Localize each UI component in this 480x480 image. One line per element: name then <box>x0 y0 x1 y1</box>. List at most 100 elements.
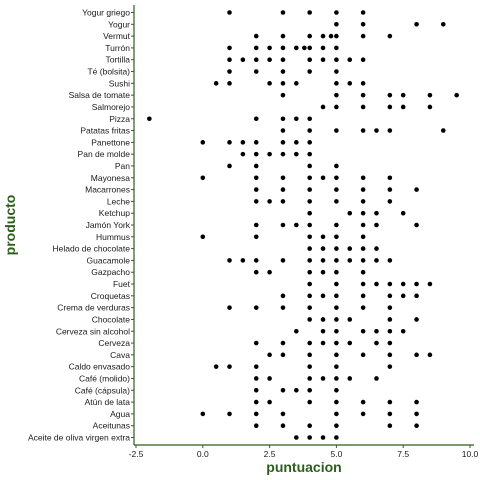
data-point <box>374 328 379 334</box>
category-label: Turrón <box>105 43 130 53</box>
data-point <box>334 45 339 51</box>
data-point <box>427 104 433 110</box>
category-label: Salmorejo <box>92 102 131 112</box>
data-point <box>227 258 232 263</box>
data-point <box>280 352 286 358</box>
data-point <box>334 423 339 428</box>
data-point <box>320 33 326 39</box>
data-point <box>387 128 393 133</box>
data-point <box>334 269 339 275</box>
category-label: Ketchup <box>99 208 130 218</box>
data-point <box>307 128 312 133</box>
data-point <box>334 222 339 228</box>
data-point <box>253 411 259 417</box>
data-point <box>227 45 232 51</box>
data-point <box>227 305 232 310</box>
data-point <box>307 258 312 263</box>
category-label: Café (molido) <box>79 373 130 383</box>
data-point <box>360 234 366 240</box>
category-label: Gazpacho <box>91 267 130 277</box>
data-point <box>414 317 419 322</box>
data-point <box>400 210 406 216</box>
y-axis-title: producto <box>2 195 18 256</box>
data-point <box>400 281 406 287</box>
x-tick-label: -2.5 <box>129 449 144 459</box>
data-point <box>347 210 353 216</box>
data-point <box>294 222 299 228</box>
data-point <box>227 140 232 145</box>
data-point <box>360 269 366 275</box>
data-point <box>307 246 312 251</box>
category-label: Pan <box>115 161 130 171</box>
data-point <box>334 128 339 133</box>
data-point <box>307 293 312 299</box>
data-point <box>200 234 206 240</box>
data-point <box>414 352 419 358</box>
data-point <box>307 376 312 381</box>
data-point <box>347 246 353 251</box>
data-point <box>213 364 219 369</box>
data-point <box>307 163 312 169</box>
data-point <box>427 92 433 98</box>
data-point <box>414 222 419 228</box>
data-point <box>360 246 366 251</box>
data-point <box>360 222 366 228</box>
data-point <box>267 269 272 275</box>
data-point <box>334 33 339 39</box>
data-point <box>334 92 339 98</box>
data-point <box>320 340 326 346</box>
data-point <box>253 234 259 240</box>
data-point <box>320 317 326 322</box>
data-point <box>360 33 366 39</box>
data-point <box>320 293 326 299</box>
category-label: Salsa de tomate <box>69 90 131 100</box>
category-label: Pizza <box>109 114 130 124</box>
data-point <box>387 258 393 263</box>
data-points <box>147 10 459 440</box>
data-point <box>320 269 326 275</box>
data-point <box>360 187 366 192</box>
data-point <box>347 340 353 346</box>
data-point <box>280 10 286 15</box>
data-point <box>387 293 393 299</box>
category-label: Cava <box>110 350 130 360</box>
data-point <box>294 328 299 334</box>
data-point <box>253 57 259 63</box>
data-point <box>334 376 339 381</box>
data-point <box>374 340 379 346</box>
data-point <box>307 269 312 275</box>
category-label: Patatas fritas <box>80 126 130 136</box>
data-point <box>240 140 246 145</box>
data-point <box>253 187 259 192</box>
data-point <box>253 116 259 122</box>
category-label: Yogur griego <box>82 8 130 18</box>
category-label: Fuet <box>113 279 131 289</box>
category-label: Mayonesa <box>91 173 130 183</box>
data-point <box>334 340 339 346</box>
data-point <box>280 258 286 263</box>
data-point <box>374 281 379 287</box>
data-point <box>400 92 406 98</box>
data-point <box>414 22 419 27</box>
data-point <box>360 104 366 110</box>
category-label: Chocolate <box>92 314 131 324</box>
data-point <box>307 305 312 310</box>
data-point <box>280 140 286 145</box>
data-point <box>374 246 379 251</box>
x-tick-label: 7.5 <box>397 449 409 459</box>
data-point <box>320 246 326 251</box>
data-point <box>307 187 312 192</box>
data-point <box>280 92 286 98</box>
data-point <box>320 234 326 240</box>
data-point <box>253 69 259 74</box>
data-point <box>267 376 272 381</box>
category-label: Jamón York <box>86 220 131 230</box>
data-point <box>440 22 446 27</box>
data-point <box>280 57 286 63</box>
data-point <box>280 45 286 51</box>
data-point <box>334 352 339 358</box>
data-point <box>253 340 259 346</box>
data-point <box>374 376 379 381</box>
data-point <box>307 234 312 240</box>
category-label: Macarrones <box>85 185 130 195</box>
